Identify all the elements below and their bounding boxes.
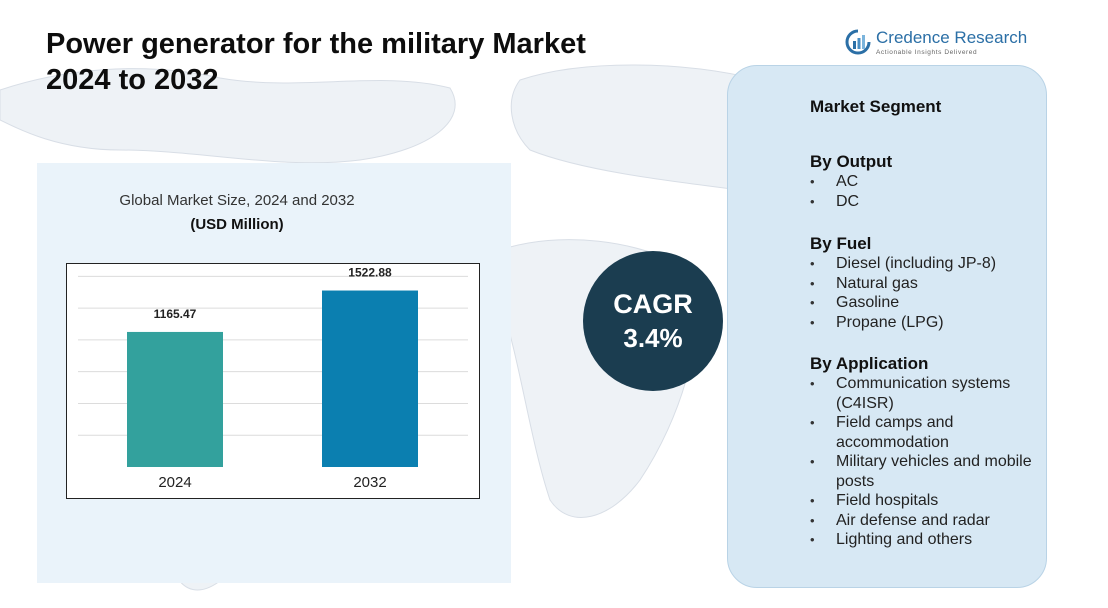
- segment-heading-output: By Output: [810, 152, 893, 171]
- segment-group-fuel: By Fuel Diesel (including JP-8) Natural …: [810, 233, 1051, 332]
- bar-2024: [127, 331, 223, 467]
- segment-item: Diesel (including JP-8): [810, 254, 1051, 274]
- segment-item: Lighting and others: [810, 530, 1051, 550]
- segment-item: Field hospitals: [810, 491, 1051, 511]
- page-title-line-1: Power generator for the military Market: [46, 28, 586, 60]
- segment-item: Field camps and accommodation: [810, 413, 1051, 452]
- logo-name: Credence Research: [876, 28, 1028, 47]
- segment-item: Propane (LPG): [810, 313, 1051, 333]
- segment-item: AC: [810, 172, 1051, 192]
- bar-value-label: 1522.88: [348, 266, 392, 280]
- x-tick-label: 2024: [158, 474, 191, 491]
- cagr-badge: CAGR 3.4%: [583, 251, 723, 391]
- segment-item: Air defense and radar: [810, 511, 1051, 531]
- segment-item: Communication systems (C4ISR): [810, 374, 1051, 413]
- page-title: Power generator for the military Market …: [46, 26, 586, 98]
- credence-research-logo: Credence Research Actionable Insights De…: [845, 28, 1045, 58]
- cagr-label: CAGR: [613, 289, 693, 319]
- segment-group-application: By Application Communication systems (C4…: [810, 353, 1051, 550]
- bar-value-label: 1165.47: [154, 307, 197, 321]
- market-segment-panel: Market Segment By Output AC DC By Fuel D…: [727, 65, 1047, 588]
- segment-item: Military vehicles and mobile posts: [810, 452, 1051, 491]
- segment-item: DC: [810, 192, 1051, 212]
- x-tick-label: 2032: [353, 474, 386, 491]
- logo-tagline: Actionable Insights Delivered: [876, 49, 978, 56]
- bar-2032: [322, 290, 418, 467]
- cagr-value: 3.4%: [623, 323, 683, 353]
- segment-heading-application: By Application: [810, 354, 929, 373]
- chart-title: Global Market Size, 2024 and 2032: [119, 192, 355, 209]
- segment-heading-fuel: By Fuel: [810, 234, 872, 253]
- segment-panel-title: Market Segment: [810, 97, 942, 116]
- segment-item: Gasoline: [810, 293, 1051, 313]
- logo-mark-icon: [845, 29, 871, 55]
- segment-item: Natural gas: [810, 274, 1051, 294]
- page-title-line-2: 2024 to 2032: [46, 64, 219, 96]
- segment-group-output: By Output AC DC: [810, 151, 1051, 211]
- chart-unit-label: (USD Million): [190, 216, 284, 233]
